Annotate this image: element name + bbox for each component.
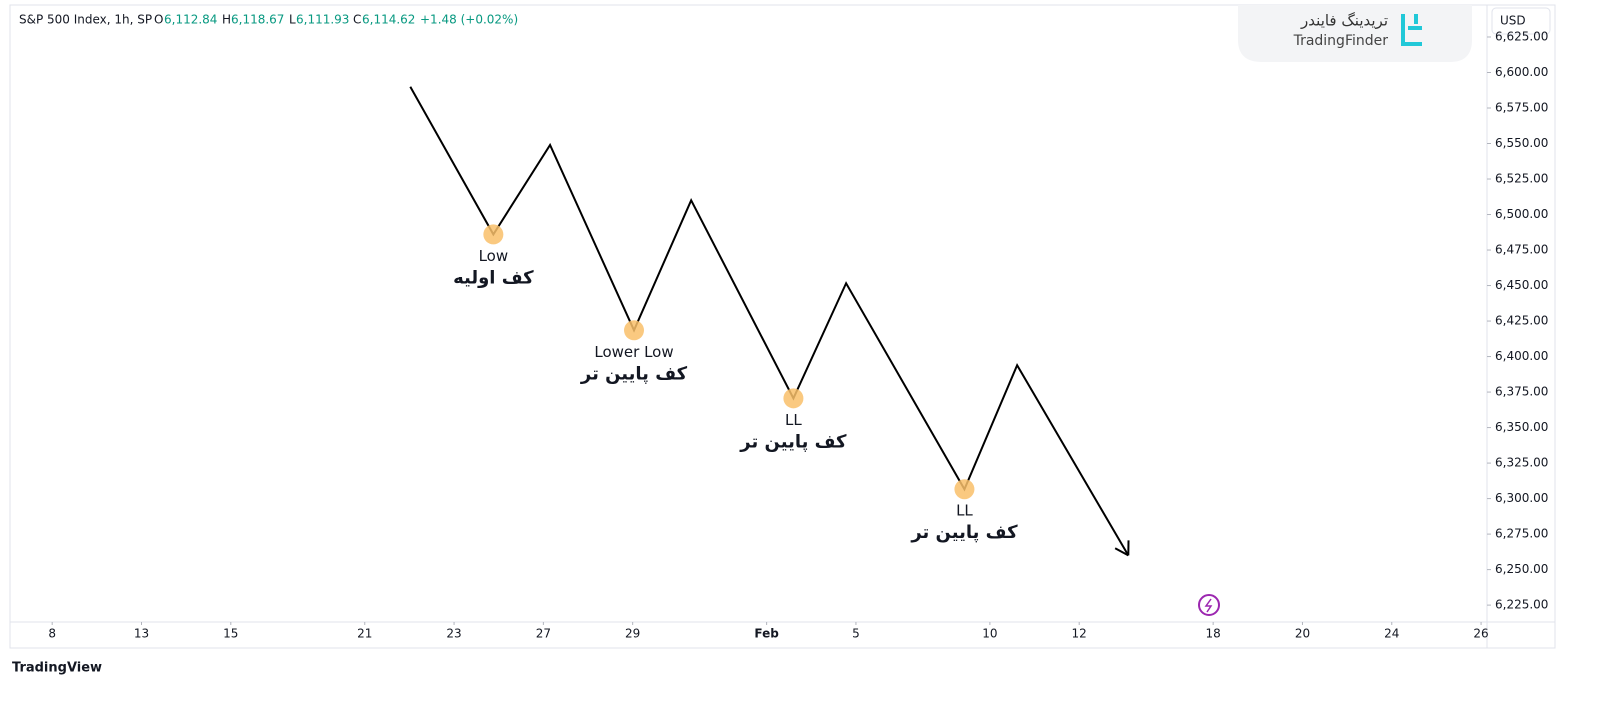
y-tick-label: 6,425.00 <box>1495 314 1548 328</box>
y-tick-label: 6,475.00 <box>1495 243 1548 257</box>
low-marker <box>624 320 644 340</box>
y-tick-label: 6,525.00 <box>1495 172 1548 186</box>
x-tick-label: 23 <box>446 627 461 641</box>
annotation-label: LL <box>785 411 802 429</box>
x-tick-label: 20 <box>1295 627 1310 641</box>
low-label: L <box>289 13 296 27</box>
currency: USD <box>1500 14 1526 28</box>
x-tick-label: 8 <box>48 627 56 641</box>
annotation-label: Lower Low <box>594 343 673 361</box>
x-tick-label: 27 <box>536 627 551 641</box>
change: +1.48 (+0.02%) <box>420 13 518 27</box>
y-tick-label: 6,550.00 <box>1495 136 1548 150</box>
y-tick-label: 6,275.00 <box>1495 527 1548 541</box>
y-tick-label: 6,575.00 <box>1495 101 1548 115</box>
event-icon <box>1199 595 1219 615</box>
open: 6,112.84 <box>164 13 217 27</box>
y-tick-label: 6,350.00 <box>1495 420 1548 434</box>
y-tick-label: 6,625.00 <box>1495 29 1548 43</box>
x-tick-label: 5 <box>852 627 860 641</box>
annotation-label-fa: کف پایین تر <box>910 522 1018 543</box>
y-tick-label: 6,325.00 <box>1495 456 1548 470</box>
zigzag-line <box>410 87 1128 556</box>
annotation-label-fa: کف اولیه <box>453 267 534 288</box>
x-tick-label: 21 <box>357 627 372 641</box>
chart-frame <box>10 5 1555 648</box>
close-label: C <box>353 13 361 27</box>
high: 6,118.67 <box>231 13 284 27</box>
open-label: O <box>154 13 163 27</box>
y-tick-label: 6,400.00 <box>1495 349 1548 363</box>
event-bolt <box>1206 599 1211 612</box>
logo-en: TradingFinder <box>1293 33 1389 49</box>
x-tick-label: 10 <box>982 627 997 641</box>
y-tick-label: 6,500.00 <box>1495 207 1548 221</box>
x-tick-label: 15 <box>223 627 238 641</box>
x-tick-label: 29 <box>625 627 640 641</box>
low: 6,111.93 <box>296 13 349 27</box>
x-tick-label: 13 <box>134 627 149 641</box>
x-tick-label: 24 <box>1384 627 1399 641</box>
x-tick-label: Feb <box>754 627 779 641</box>
y-tick-label: 6,600.00 <box>1495 65 1548 79</box>
symbol: S&P 500 Index, 1h, SP <box>19 13 152 27</box>
x-tick-label: 12 <box>1072 627 1087 641</box>
x-tick-label: 18 <box>1206 627 1221 641</box>
y-tick-label: 6,250.00 <box>1495 562 1548 576</box>
annotation-label: LL <box>956 502 973 520</box>
annotation-label-fa: کف پایین تر <box>739 431 847 452</box>
y-tick-label: 6,450.00 <box>1495 278 1548 292</box>
x-tick-label: 26 <box>1473 627 1488 641</box>
annotation-label: Low <box>479 247 509 265</box>
logo-fa: تریدینگ فایندر <box>1300 12 1388 30</box>
low-marker <box>783 388 803 408</box>
y-tick-label: 6,375.00 <box>1495 385 1548 399</box>
close: 6,114.62 <box>362 13 415 27</box>
low-marker <box>954 479 974 499</box>
low-marker <box>483 224 503 244</box>
y-tick-label: 6,300.00 <box>1495 491 1548 505</box>
footer-brand: TradingView <box>12 661 102 676</box>
annotation-label-fa: کف پایین تر <box>580 363 688 384</box>
y-tick-label: 6,225.00 <box>1495 598 1548 612</box>
high-label: H <box>222 13 231 27</box>
